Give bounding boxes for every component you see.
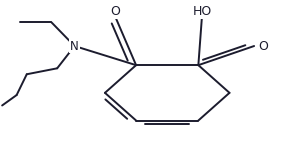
Text: O: O bbox=[110, 5, 120, 18]
Text: HO: HO bbox=[192, 5, 212, 18]
Text: N: N bbox=[70, 39, 79, 52]
Text: O: O bbox=[258, 39, 268, 52]
